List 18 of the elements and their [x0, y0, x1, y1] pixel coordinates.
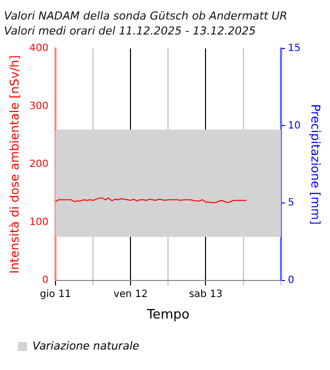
x-axis-title: Tempo — [146, 308, 190, 323]
chart-title: Valori NADAM della sonda Gütsch ob Andermatt UR — [4, 9, 288, 22]
y-tick-label: 300 — [29, 100, 48, 112]
x-tick-label: gio 11 — [40, 288, 72, 300]
x-tick-label: ven 12 — [113, 288, 148, 300]
y-tick-label: 100 — [29, 216, 48, 228]
y2-tick-label: 15 — [288, 42, 301, 54]
y2-tick-label: 0 — [288, 274, 294, 286]
y2-axis-title: Precipitazione [mm] — [308, 104, 323, 225]
legend-label: Variazione naturale — [32, 339, 140, 352]
y-tick-label: 400 — [29, 42, 48, 54]
x-tick-label: sab 13 — [188, 288, 223, 300]
y2-tick-label: 5 — [288, 198, 294, 209]
chart-subtitle: Valori medi orari del 11.12.2025 - 13.12.2025 — [4, 24, 256, 38]
y-tick-label: 200 — [29, 158, 48, 170]
y-tick-label: 0 — [42, 274, 48, 286]
y2-tick-label: 10 — [288, 120, 301, 132]
y-axis-title: Intensità di dose ambientale [nSv/h] — [7, 55, 22, 274]
